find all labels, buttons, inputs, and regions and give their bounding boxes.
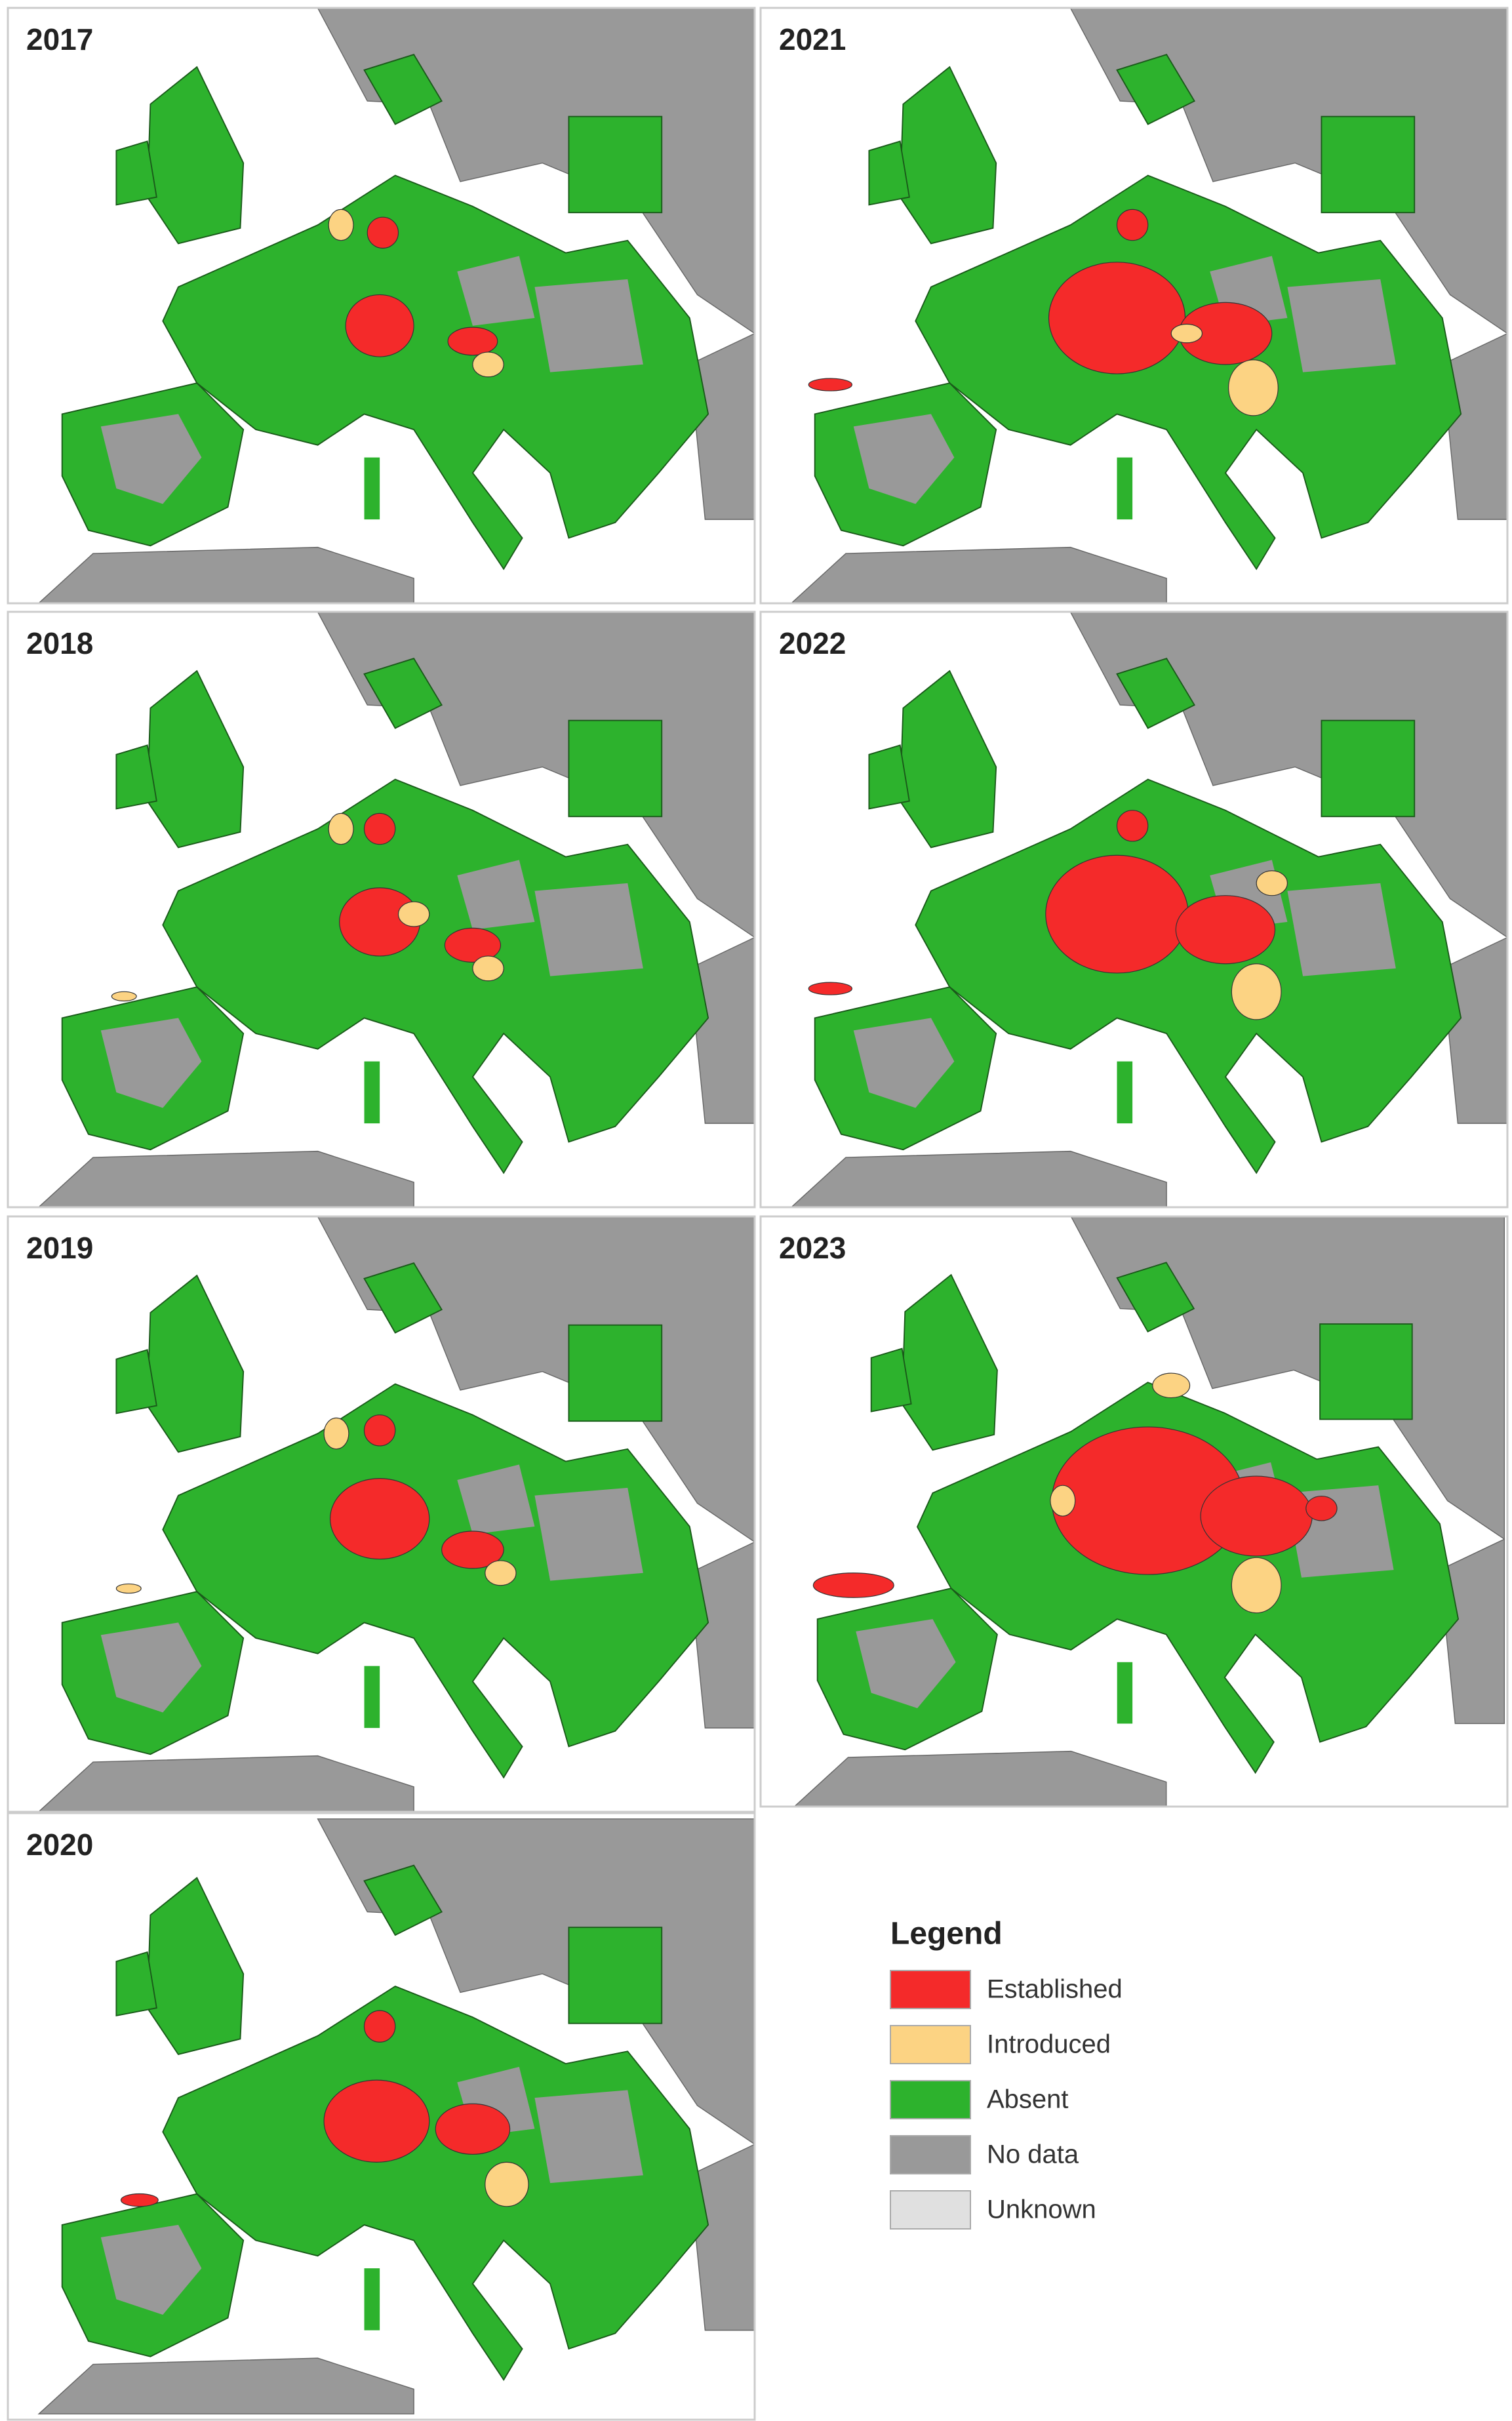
introduced-area	[472, 351, 504, 378]
panel-border	[759, 610, 1509, 1209]
established-area	[1116, 209, 1149, 241]
overlay	[111, 812, 504, 1002]
map-panel: 2021	[759, 7, 1509, 605]
introduced-area	[115, 1583, 142, 1594]
established-area	[441, 1531, 504, 1569]
legend-label: Established	[987, 1975, 1123, 2004]
panel-year: 2020	[26, 1828, 93, 1862]
overlay	[808, 209, 1279, 416]
overlay	[115, 1414, 517, 1594]
introduced-area	[1256, 870, 1288, 896]
panel-border	[7, 7, 756, 605]
established-area	[1048, 262, 1186, 374]
map-panel: 2017	[7, 7, 756, 605]
panel-year: 2022	[779, 626, 846, 660]
panel-border	[759, 7, 1509, 605]
established-area	[808, 982, 853, 995]
introduced-area	[1231, 963, 1282, 1020]
panel-border	[7, 1812, 756, 2421]
map-panel: 2019	[7, 1215, 756, 1813]
map-panel: 2023	[759, 1215, 1509, 1808]
panel-year: 2018	[26, 626, 93, 660]
established-area	[1116, 810, 1149, 842]
established-area	[435, 2103, 511, 2155]
panel-year: 2017	[26, 22, 93, 56]
map-panel: 2020	[7, 1812, 756, 2421]
established-area	[120, 2193, 159, 2207]
established-area	[1175, 895, 1276, 965]
legend-swatch	[890, 1970, 971, 2009]
panel-border	[7, 610, 756, 1209]
established-area	[345, 294, 414, 357]
introduced-area	[328, 209, 354, 241]
legend-swatch	[890, 2080, 971, 2119]
legend-title: Legend	[890, 1917, 1003, 1951]
legend-label: Introduced	[987, 2030, 1111, 2059]
legend-swatch	[890, 2135, 971, 2174]
legend-label: Absent	[987, 2085, 1069, 2114]
panel-year: 2021	[779, 22, 846, 56]
overlay	[812, 1372, 1338, 1614]
established-area	[1305, 1495, 1338, 1521]
established-area	[812, 1572, 894, 1598]
established-area	[444, 927, 502, 963]
panel-border	[7, 1215, 756, 1813]
introduced-area	[111, 991, 137, 1002]
established-area	[323, 2079, 430, 2163]
introduced-area	[328, 812, 354, 845]
established-area	[367, 216, 399, 249]
panel-year: 2023	[779, 1231, 846, 1265]
overlay	[328, 209, 504, 378]
introduced-area	[485, 2161, 529, 2207]
introduced-area	[1231, 1557, 1282, 1614]
introduced-area	[1050, 1485, 1076, 1517]
map-panel: 2018	[7, 610, 756, 1209]
introduced-area	[1228, 359, 1279, 416]
legend-label: No data	[987, 2140, 1079, 2169]
panel-border	[759, 1215, 1509, 1808]
established-area	[329, 1478, 430, 1560]
introduced-area	[1152, 1372, 1191, 1399]
overlay	[120, 2010, 529, 2207]
established-area	[363, 1414, 396, 1447]
established-area	[1045, 854, 1189, 974]
established-area	[363, 2010, 396, 2043]
legend-swatch	[890, 2190, 971, 2230]
established-area	[1200, 1475, 1313, 1557]
legend-swatch	[890, 2025, 971, 2064]
legend: Legend Established Introduced Absent No data…	[890, 1917, 1123, 2230]
panel-year: 2019	[26, 1231, 93, 1265]
introduced-area	[472, 955, 504, 982]
introduced-area	[1170, 323, 1203, 344]
map-panel: 2022	[759, 610, 1509, 1209]
established-area	[808, 378, 853, 391]
legend-label: Unknown	[987, 2195, 1096, 2224]
introduced-area	[323, 1417, 349, 1450]
overlay	[808, 810, 1288, 1020]
introduced-area	[485, 1560, 517, 1586]
introduced-area	[397, 901, 430, 927]
established-area	[363, 812, 396, 845]
established-area	[447, 327, 498, 356]
